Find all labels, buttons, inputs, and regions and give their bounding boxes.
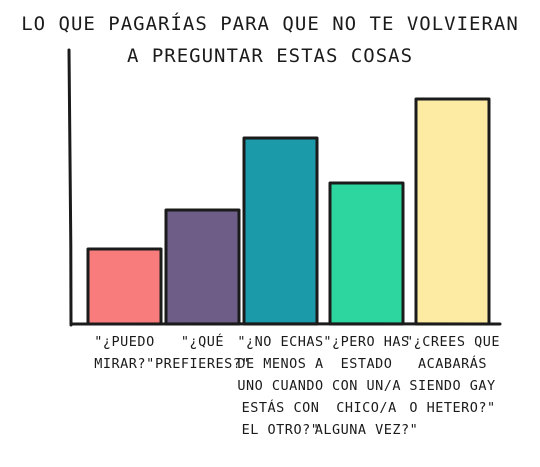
category-label-line: ESTÁS CON	[242, 399, 320, 416]
category-label-line: "¿QUÉ	[181, 333, 224, 350]
bar-5	[414, 97, 491, 326]
category-label-line: "¿NO ECHAS	[237, 334, 323, 350]
bar-4	[328, 181, 405, 326]
category-label-line: PREFIERES?"	[155, 356, 250, 372]
category-label-line: "¿PERO HAS	[323, 334, 409, 350]
category-label-line: ACABARÁS	[418, 355, 487, 372]
category-label-line: CON UN/A	[332, 378, 401, 394]
bars-group	[86, 97, 491, 326]
category-label-4: "¿PERO HAS ESTADO CON UN/A CHICO/A ALGUNA VE…	[315, 334, 419, 438]
category-label-2: "¿QUÉ PREFIERES?"	[155, 333, 250, 372]
chart-title-line-1: LO QUE PAGARÍAS PARA QUE NO TE VOLVIERAN	[21, 12, 519, 35]
category-label-line: DE MENOS A	[237, 356, 323, 372]
category-label-line: MIRAR?"	[94, 356, 154, 372]
category-label-line: O HETERO?"	[409, 400, 495, 416]
bar-1	[86, 247, 163, 326]
category-label-line: UNO CUANDO	[237, 378, 323, 394]
category-label-line: SIENDO GAY	[409, 378, 495, 394]
chart-title-line-2: A PREGUNTAR ESTAS COSAS	[127, 45, 413, 67]
category-label-line: "¿PUEDO	[94, 334, 154, 350]
category-label-line: EL OTRO?"	[242, 422, 320, 438]
category-label-3: "¿NO ECHAS DE MENOS A UNO CUANDO ESTÁS CON E…	[237, 334, 323, 438]
category-labels-group: "¿PUEDO MIRAR?""¿QUÉ PREFIERES?""¿NO ECHAS…	[94, 333, 500, 438]
category-label-5: "¿CREES QUE ACABARÁS SIENDO GAY O HETERO?"	[405, 334, 500, 416]
category-label-line: CHICO/A	[336, 400, 396, 416]
category-label-line: ESTADO	[341, 356, 393, 372]
y-axis	[67, 48, 73, 327]
x-axis	[69, 322, 502, 326]
category-label-1: "¿PUEDO MIRAR?"	[94, 334, 154, 372]
category-label-line: "¿CREES QUE	[405, 334, 500, 350]
category-label-line: ALGUNA VEZ?"	[315, 422, 419, 438]
bar-3	[242, 136, 319, 326]
bar-2	[164, 208, 241, 326]
